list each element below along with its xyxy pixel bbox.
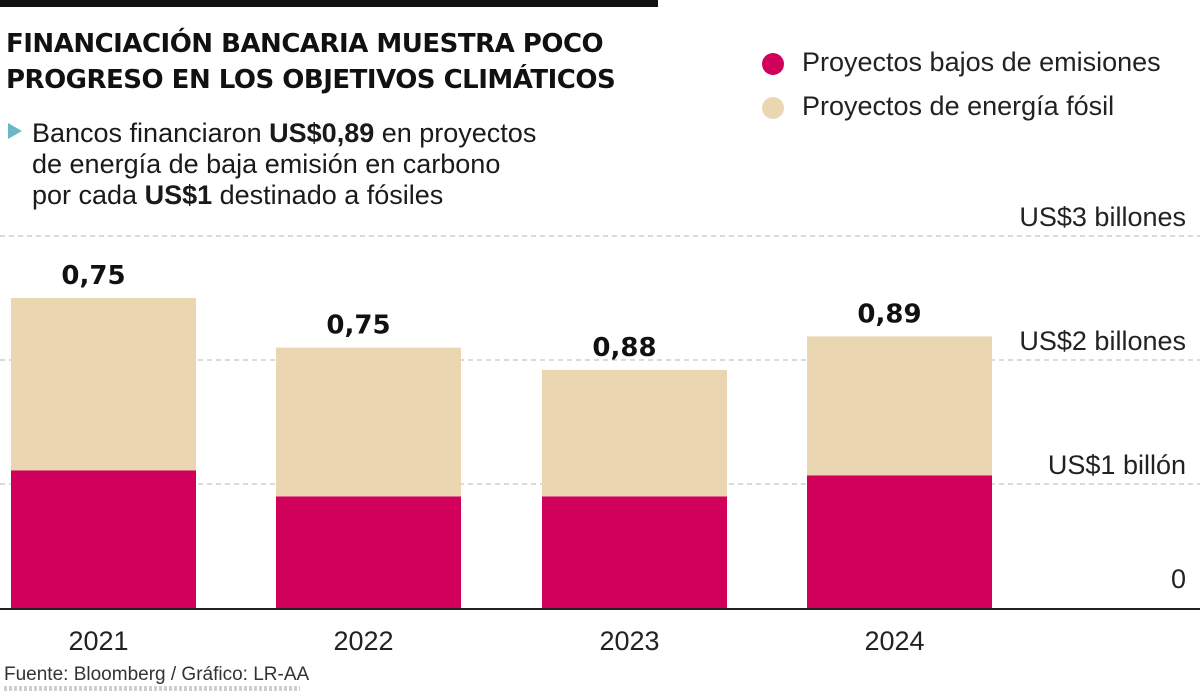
y-tick-label-0: 0	[1171, 564, 1186, 594]
y-tick-label-2: US$2 billones	[1019, 326, 1186, 356]
x-tick-label-2024: 2024	[864, 626, 924, 656]
data-label-2021: 0,75	[61, 261, 125, 291]
subtitle-text-4: destinado a fósiles	[212, 180, 444, 210]
legend-label-low-emission: Proyectos bajos de emisiones	[802, 47, 1161, 77]
bar-2024-low-emission	[807, 475, 992, 608]
subtitle-text-2: en proyectos	[374, 118, 537, 148]
subtitle-text-1: Bancos financiaron	[32, 118, 270, 148]
x-tick-label-2021: 2021	[68, 626, 128, 656]
y-tick-label-3: US$3 billones	[1019, 202, 1186, 232]
legend-label-fossil: Proyectos de energía fósil	[802, 91, 1115, 121]
source-dotted-rule	[4, 686, 300, 691]
bar-2022-low-emission	[276, 496, 461, 608]
subtitle-line-3: por cada US$1 destinado a fósiles	[8, 180, 608, 211]
title-line-1: FINANCIACIÓN BANCARIA MUESTRA POCO	[6, 29, 604, 59]
data-label-2024: 0,89	[857, 299, 921, 329]
subtitle-line-2: de energía de baja emisión en carbono	[32, 149, 501, 179]
legend-swatch-low-emission	[762, 53, 784, 75]
subtitle-line-1: Bancos financiaron US$0,89 en proyectos	[8, 118, 608, 149]
subtitle-highlight-1: US$0,89	[269, 118, 375, 148]
legend-swatch-fossil	[762, 97, 784, 119]
chart-title: FINANCIACIÓN BANCARIA MUESTRA POCO PROGR…	[6, 26, 686, 98]
title-line-2: PROGRESO EN LOS OBJETIVOS CLIMÁTICOS	[6, 65, 616, 95]
bar-2021-fossil	[11, 298, 196, 471]
data-label-2022: 0,75	[326, 311, 390, 341]
subtitle-text-3: por cada	[32, 180, 145, 210]
source-note: Fuente: Bloomberg / Gráfico: LR-AA	[4, 664, 310, 685]
chart-subtitle: Bancos financiaron US$0,89 en proyectos …	[8, 118, 608, 211]
bar-2024-fossil	[807, 336, 992, 476]
bar-2023-low-emission	[542, 496, 727, 608]
data-label-2023: 0,88	[592, 333, 656, 363]
bar-2022-fossil	[276, 347, 461, 497]
triangle-bullet-icon	[8, 123, 22, 139]
y-tick-label-1: US$1 billón	[1048, 450, 1186, 480]
bar-2021-low-emission	[11, 470, 196, 608]
top-rule	[0, 0, 658, 7]
bar-2023-fossil	[542, 369, 727, 497]
subtitle-highlight-2: US$1	[144, 180, 213, 210]
x-tick-label-2022: 2022	[333, 626, 393, 656]
x-tick-label-2023: 2023	[599, 626, 659, 656]
